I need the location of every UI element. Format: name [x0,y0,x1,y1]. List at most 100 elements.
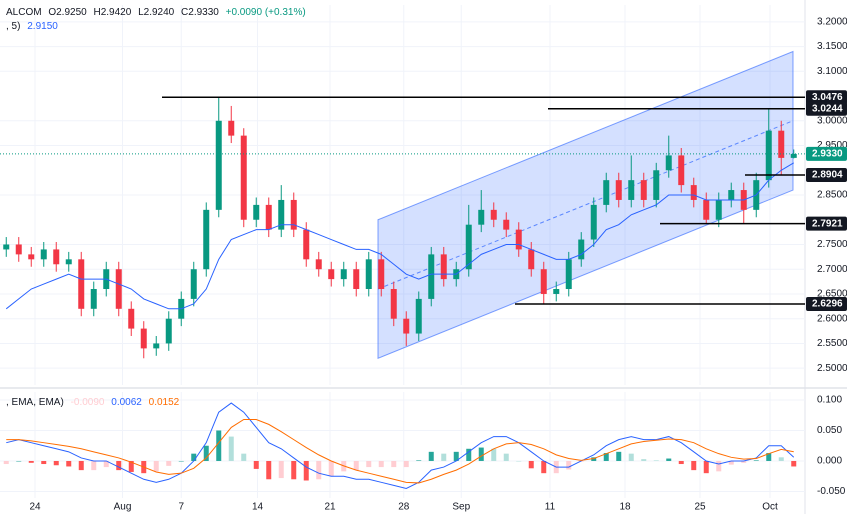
macd-hist-value: -0.0090 [71,397,105,408]
y-tick-label: 2.5500 [817,338,847,349]
histogram-bar [778,457,784,461]
macd-header: , EMA, EMA) -0.0090 0.0062 0.0152 [6,397,180,408]
histogram-bar [541,460,547,474]
histogram-bar [516,460,522,462]
histogram-bar [591,457,597,461]
histogram-bar [728,460,734,465]
candle-body [478,209,485,225]
last-price-bg [806,146,847,161]
histogram-bar [241,453,247,461]
candle-body [615,180,622,200]
histogram-bar [103,460,109,468]
histogram-bar [791,460,797,467]
histogram-bar [566,460,572,470]
histogram-bar [291,460,297,480]
histogram-bar [203,445,209,461]
histogram-bar [503,453,509,461]
y-tick-label: 2.7500 [817,239,847,250]
candle-body [703,199,710,220]
change: +0.0090 (+0.31%) [226,7,306,18]
y-tick-label: -0.050 [817,486,846,497]
axis: 2.5000 2.5500 2.6000 2.6500 2.7000 2.7500 2.85… [29,16,847,513]
candle-body [403,318,410,334]
candle-body [378,259,385,290]
histogram-bar [391,460,397,468]
ema-header: , 5) 2.9150 [6,21,58,32]
macd-label: , EMA, EMA) [6,397,64,408]
candle-body [278,199,285,230]
candle-body [228,120,235,136]
ohlc-high: H2.9420 [94,7,132,18]
x-tick-label: Sep [452,502,470,513]
histogram-bar [741,460,747,463]
candle-body [3,244,10,250]
histogram-bar [616,451,622,461]
y-tick-label: 2.5000 [817,363,847,374]
x-tick-label: 21 [324,502,336,513]
candle-body [603,180,610,205]
histogram-bar [491,448,497,461]
candle-body [165,318,172,344]
candle-body [265,204,272,230]
level-label: 2.7921 [812,218,843,229]
x-tick-label: 25 [694,502,706,513]
histogram-bar [216,430,222,461]
y-tick-label: 0.000 [817,456,842,467]
histogram-bar [603,453,609,461]
x-tick-label: 14 [252,502,264,513]
histogram-bar [378,460,384,468]
candle-body [340,269,347,280]
candle-body [240,135,247,220]
candle-body [40,249,47,260]
price-header: ALCOM O2.9250 H2.9420 L2.9240 C2.9330 +0… [6,7,306,18]
candle-body [15,244,22,255]
histogram-bar [253,460,259,469]
candle-body [303,229,310,260]
candle-body [540,269,547,294]
candle-body [365,259,372,290]
y-tick-label: 3.0000 [817,115,847,126]
y-tick-label: 2.8500 [817,190,847,201]
histogram-bar [166,460,172,466]
histogram-bar [403,460,409,468]
candle-body [490,209,497,220]
level-label: 3.0244 [812,103,843,114]
level-label-bg [806,216,847,231]
histogram-bar [41,460,47,465]
candle-body [515,229,522,250]
histogram-bar [228,436,234,461]
histogram-bar [653,460,659,461]
histogram-bar [678,460,684,465]
ohlc-low: L2.9240 [138,7,175,18]
ohlc-close: C2.9330 [181,7,219,18]
symbol: ALCOM [6,7,42,18]
level-label-bg [806,297,847,312]
candle-body [203,209,210,270]
histogram-bar [91,460,97,471]
candle-body [328,269,335,280]
histogram-bar [528,460,534,469]
y-tick-label: 2.9500 [817,140,847,151]
x-tick-label: Aug [114,502,132,513]
histogram-bar [441,453,447,461]
ohlc-open: O2.9250 [48,7,87,18]
channel-midline [377,120,794,290]
y-tick-label: 2.6500 [817,289,847,300]
candle-body [353,269,360,290]
candle-body [553,289,560,294]
candle-body [565,259,572,290]
histogram-bar [16,460,22,462]
y-tick-label: 3.1000 [817,66,847,77]
candle-body [728,190,735,200]
histogram-bar [666,458,672,461]
macd-value: 0.0062 [111,397,142,408]
histogram-bar [478,447,484,461]
level-label-bg [806,168,847,183]
candle-body [153,343,160,349]
candle-body [28,254,35,260]
candle-body [690,185,697,200]
level-label-bg [806,90,847,105]
histogram-bar [466,448,472,461]
level-label: 2.8904 [812,170,843,181]
y-tick-label: 3.1500 [817,41,847,52]
